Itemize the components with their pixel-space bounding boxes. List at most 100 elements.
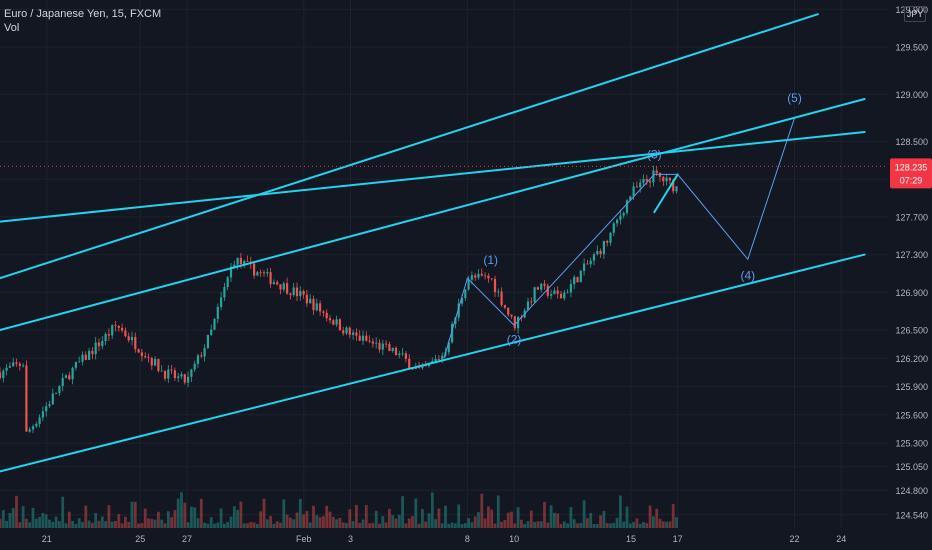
candle-body [563,292,566,299]
candle-body [286,283,289,294]
volume-bar [21,506,25,528]
volume-bar [648,505,652,528]
candle-body [451,323,454,343]
candle-body [97,342,101,347]
trendline [0,131,866,223]
candle-body [540,283,543,290]
volume-bar [97,520,101,528]
candle-body [68,375,71,380]
volume-bar [384,522,388,528]
wave-label: (4) [740,268,755,282]
price-axis[interactable]: 129.900129.500129.000128.500128.100127.7… [895,5,928,520]
volume-bar [559,523,563,528]
volume-bar [256,523,259,528]
time-axis[interactable]: 21 25 27 Feb 3 8 10 15 17 22 24 [42,534,847,544]
volume-bar [51,521,55,528]
volume-bar [355,504,358,528]
volume-bar [100,516,104,528]
candle-body [398,353,401,356]
candle-body [358,335,361,341]
candle-body [556,290,559,294]
candle-body [18,363,21,366]
trendlines[interactable] [0,13,866,473]
time-tick-label: 17 [673,534,683,544]
volume-bar [302,514,305,528]
candle-body [381,343,384,350]
volume-bar [539,521,543,528]
candle-body [573,277,576,285]
candle-body [589,260,592,265]
volume-bar [28,522,32,528]
candle-body [279,284,282,290]
candle-body [464,289,467,299]
volume-bar [315,515,319,528]
volume-bar [77,518,81,528]
volume-bar [272,523,276,528]
candle-body [530,301,533,303]
volume-bar [117,514,121,528]
volume-bar [180,492,183,528]
candle-body [74,362,77,368]
candle-body [61,378,64,387]
volume-bar [295,512,299,528]
price-tick-label: 125.050 [895,462,928,472]
volume-bar [232,506,236,528]
candle-body [586,263,589,265]
candle-body [104,333,107,342]
volume-bar [282,499,286,528]
volume-bar [61,496,65,528]
candle-body [632,186,635,197]
volume-bar [223,523,226,528]
candle-body [457,303,460,318]
candle-body [12,362,15,367]
candle-body [546,285,549,296]
volume-bar [374,510,378,528]
symbol-title[interactable]: Euro / Japanese Yen, 15, FXCM [4,8,162,20]
volume-bar [510,511,513,528]
volume-bar [652,516,655,528]
volume-bar [318,517,322,528]
volume-bar [586,518,589,528]
candle-body [460,298,464,304]
volume-indicator-label[interactable]: Vol [4,22,20,34]
volume-bar [209,517,213,528]
volume-bar [269,516,272,528]
volume-bar [417,523,421,528]
candle-body [272,282,275,285]
volume-bar [447,523,451,528]
candle-body [196,355,200,364]
volume-bar [444,505,447,528]
trendline [653,173,679,214]
candle-body [55,393,58,395]
candle-body [256,272,259,276]
candle-body [533,287,536,302]
candle-body [550,294,553,296]
volume-bar [64,523,68,528]
candle-body [262,272,266,274]
volume-bar [71,521,74,528]
candle-body [616,219,619,224]
candle-body [193,363,196,370]
elliott-wave-path[interactable] [443,117,796,359]
candle-body [342,330,345,334]
volume-bar [110,521,114,528]
candle-body [361,335,365,341]
candle-body [0,372,2,379]
time-tick-label: Feb [296,534,312,544]
volume-bar [430,492,434,528]
volume-bar [437,508,441,528]
volume-bar [642,522,645,528]
volume-bar [625,506,629,528]
volume-bar [335,519,338,528]
candle-body [15,362,18,364]
volume-bar [361,519,365,528]
currency-badge[interactable]: JPY [904,6,926,22]
candle-body [662,176,665,182]
candle-body [167,369,170,379]
price-countdown: 07:29 [900,175,923,185]
candle-body [553,290,556,295]
volume-bar [536,521,540,528]
